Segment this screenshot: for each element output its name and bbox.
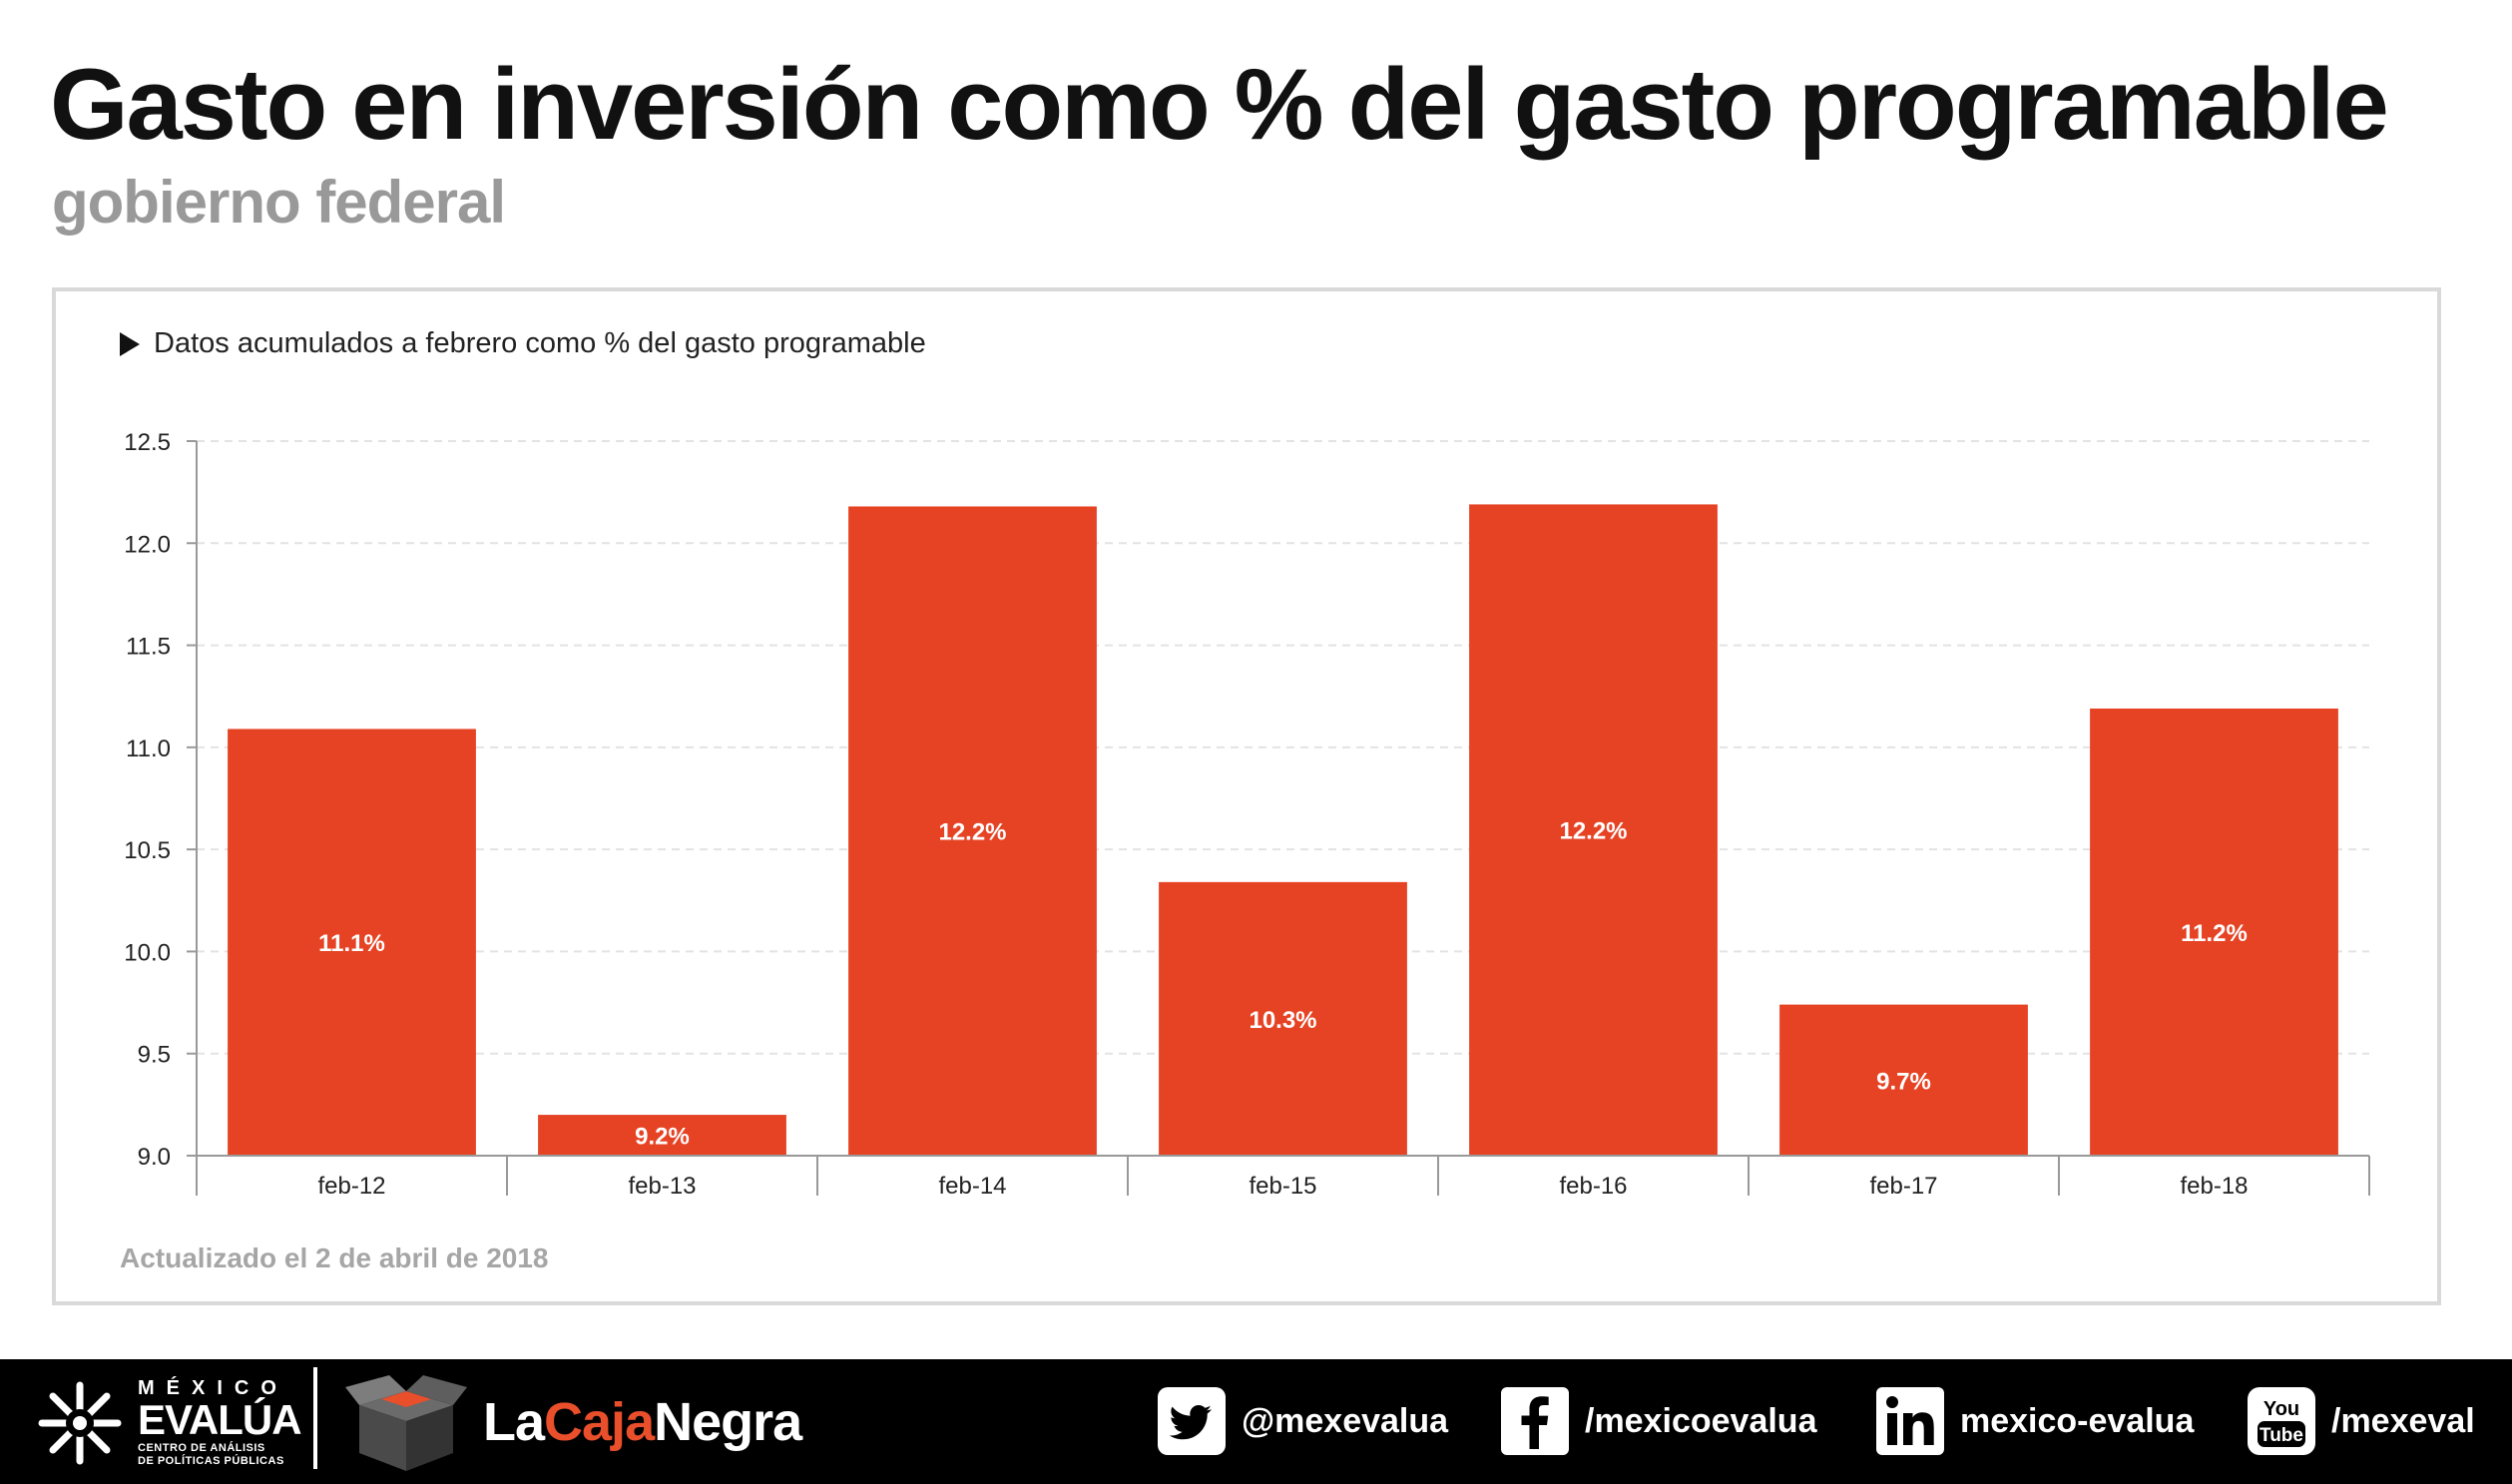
bar-feb-15 xyxy=(1159,881,1407,1156)
y-tick-label: 9.0 xyxy=(138,1144,171,1171)
linkedin-handle: mexico-evalua xyxy=(1960,1401,2195,1440)
updated-note: Actualizado el 2 de abril de 2018 xyxy=(120,1242,549,1273)
y-tick-label: 12.0 xyxy=(124,531,171,558)
x-tick-label: feb-13 xyxy=(628,1173,696,1200)
bar-data-label: 11.1% xyxy=(318,930,385,957)
bar-feb-18 xyxy=(2090,708,2338,1156)
mexico-evalua-logo[interactable]: MÉXICO EVALÚA CENTRO DE ANÁLISIS DE POLÍ… xyxy=(34,1376,302,1469)
x-tick-label: feb-16 xyxy=(1559,1173,1627,1200)
caja-text-caja: Caja xyxy=(544,1392,655,1452)
y-tick-label: 10.5 xyxy=(124,837,171,864)
bar-data-label: 12.2% xyxy=(938,819,1006,846)
brand-main-text: EVALÚA xyxy=(138,1395,302,1443)
y-tick-label: 11.5 xyxy=(126,634,171,661)
open-box-icon xyxy=(345,1375,467,1471)
twitter-icon xyxy=(1158,1387,1226,1455)
x-tick-label: feb-14 xyxy=(938,1173,1006,1200)
bar-data-label: 9.2% xyxy=(635,1124,690,1151)
facebook-handle: /mexicoevalua xyxy=(1585,1401,1817,1440)
footer-divider xyxy=(313,1367,317,1469)
caja-text-negra: Negra xyxy=(654,1392,802,1452)
star-logo-icon xyxy=(38,1381,122,1465)
brand-top-text: MÉXICO xyxy=(138,1376,288,1399)
bar-feb-13 xyxy=(538,1115,786,1156)
social-youtube[interactable]: You Tube /mexeval xyxy=(2248,1387,2475,1455)
y-tick-label: 12.5 xyxy=(124,429,171,456)
bar-data-label: 12.2% xyxy=(1559,818,1627,845)
caja-text-la: La xyxy=(483,1392,545,1452)
bar-feb-14 xyxy=(848,506,1097,1156)
brand-sub-text-2: DE POLÍTICAS PÚBLICAS xyxy=(138,1455,284,1468)
youtube-icon-text-2: Tube xyxy=(2260,1425,2303,1446)
page-title: Gasto en inversión como % del gasto prog… xyxy=(50,49,2389,161)
play-icon xyxy=(120,331,140,356)
social-linkedin[interactable]: mexico-evalua xyxy=(1876,1387,2194,1455)
x-tick-label: feb-15 xyxy=(1249,1173,1316,1200)
page-subtitle: gobierno federal xyxy=(52,169,506,236)
youtube-icon: You Tube xyxy=(2248,1387,2315,1455)
y-tick-label: 11.0 xyxy=(126,736,171,762)
social-twitter[interactable]: @mexevalua xyxy=(1158,1387,1448,1455)
y-tick-label: 9.5 xyxy=(138,1042,171,1069)
chart-frame: 9.0 9.5 10.0 10.5 11.0 11.5 12.0 12.5 11.1% feb-1… xyxy=(52,287,2441,1305)
bar-data-label: 10.3% xyxy=(1249,1007,1316,1034)
bar-feb-16 xyxy=(1469,504,1718,1157)
youtube-icon-text-1: You xyxy=(2263,1398,2299,1420)
y-tick-label: 10.0 xyxy=(124,939,171,966)
social-facebook[interactable]: /mexicoevalua xyxy=(1501,1387,1816,1455)
bar-chart: 9.0 9.5 10.0 10.5 11.0 11.5 12.0 12.5 11.1% feb-1… xyxy=(124,429,2370,1200)
footer: MÉXICO EVALÚA CENTRO DE ANÁLISIS DE POLÍ… xyxy=(0,1359,2512,1484)
facebook-icon xyxy=(1501,1387,1569,1455)
linkedin-icon xyxy=(1876,1387,1944,1455)
bar-feb-17 xyxy=(1779,1004,2028,1156)
x-tick-label: feb-17 xyxy=(1869,1173,1937,1200)
bar-feb-12 xyxy=(228,729,476,1156)
bar-data-label: 9.7% xyxy=(1876,1068,1931,1095)
youtube-handle: /mexeval xyxy=(2331,1401,2475,1440)
chart-note-text: Datos acumulados a febrero como % del ga… xyxy=(154,327,926,359)
x-tick-label: feb-12 xyxy=(317,1173,385,1200)
twitter-handle: @mexevalua xyxy=(1242,1401,1449,1440)
x-tick-label: feb-18 xyxy=(2180,1173,2248,1200)
chart-note: Datos acumulados a febrero como % del ga… xyxy=(120,327,926,360)
bar-data-label: 11.2% xyxy=(2181,920,2248,947)
brand-sub-text-1: CENTRO DE ANÁLISIS xyxy=(138,1441,265,1454)
lacajanegra-logo[interactable]: LaCajaNegra xyxy=(341,1369,802,1475)
